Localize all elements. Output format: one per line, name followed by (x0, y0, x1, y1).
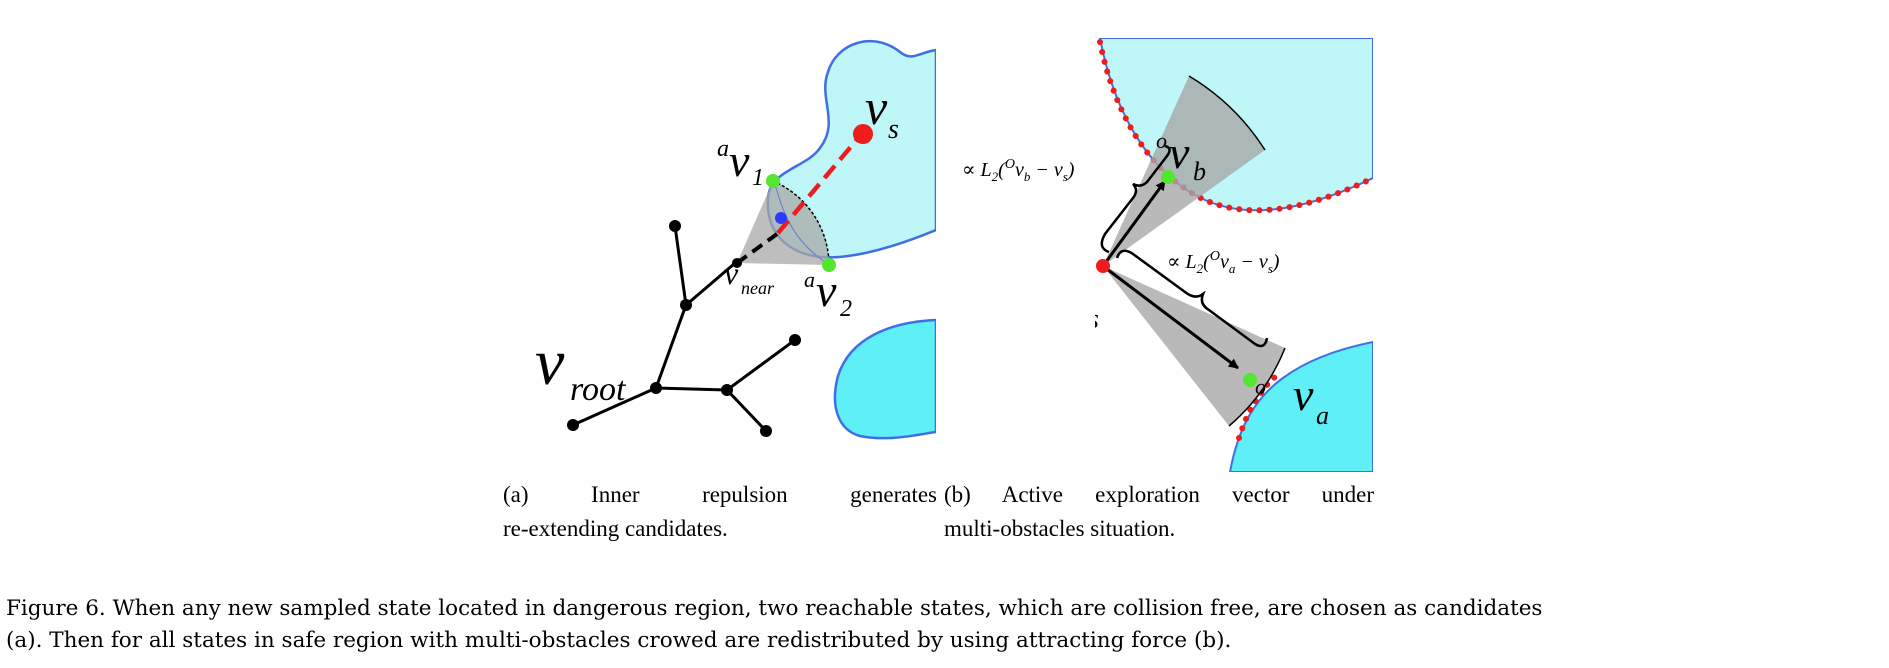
label-vb-pre: o (1156, 128, 1167, 153)
label-vb: v (1169, 127, 1190, 178)
subcaption-b-line1: (b) Active exploration vector under (944, 478, 1374, 512)
label-vnear: v (724, 255, 739, 291)
tree-node (760, 425, 772, 437)
tree-edge (656, 305, 686, 388)
lower-obstacle (835, 320, 936, 438)
sample-point-vs (1096, 259, 1110, 273)
subcaption-a-line1: (a) Inner repulsion generates (503, 478, 937, 512)
label-vs-b-sub: s (1095, 304, 1099, 335)
candidate-point-v1 (766, 174, 780, 188)
figure-caption-line1: Figure 6. When any new sampled state loc… (6, 593, 1886, 625)
distance-label-b: ∝ L2(Ovb − vs) (962, 157, 1075, 184)
subcaption-a-line2: re-extending candidates. (503, 512, 937, 546)
label-v1: v (729, 135, 750, 186)
tree-node (789, 334, 801, 346)
tree-node (721, 384, 733, 396)
label-vb-sub: b (1193, 157, 1206, 186)
label-va-pre: o (1255, 374, 1266, 399)
label-vroot: v (535, 326, 565, 399)
figure-panel-a: v s a v 1 a v 2 v near v root (520, 38, 936, 472)
label-vs: v (865, 79, 888, 135)
label-va: v (1293, 369, 1314, 420)
distance-label-a: ∝ L2(Ova − vs) (1167, 249, 1280, 276)
panel-a-diagram: v s a v 1 a v 2 v near v root (520, 38, 936, 472)
subcaption-b-line2: multi-obstacles situation. (944, 512, 1374, 546)
tree-node (680, 299, 692, 311)
label-vroot-sub: root (570, 371, 627, 408)
label-vs-sub: s (888, 114, 899, 145)
subcaption-a: (a) Inner repulsion generates re-extendi… (503, 478, 937, 546)
tree-edge (727, 390, 766, 431)
tree-edge (727, 340, 795, 390)
label-vnear-sub: near (741, 278, 775, 298)
label-v2-pre: a (804, 267, 815, 292)
label-va-sub: a (1316, 401, 1329, 430)
tree-node (567, 419, 579, 431)
tree-node (669, 220, 681, 232)
distance-label-b-wrapper: ∝ L2(Ovb − vs) (960, 148, 1130, 188)
label-v1-pre: a (717, 136, 729, 162)
tree-edge (656, 388, 727, 390)
tree-edge (675, 226, 686, 305)
label-v1-sub: 1 (752, 165, 764, 191)
label-v2-sub: 2 (840, 296, 852, 322)
subcaption-b: (b) Active exploration vector under mult… (944, 478, 1374, 546)
figure-panel-b: o v b o v a v s ∝ L2(Ova − vs) (1095, 38, 1373, 472)
panel-b-diagram: o v b o v a v s ∝ L2(Ova − vs) (1095, 38, 1373, 472)
tree-node-root (650, 382, 662, 394)
near-obstacle-point (775, 212, 787, 224)
label-v2: v (816, 265, 837, 316)
figure-caption-line2: (a). Then for all states in safe region … (6, 625, 1886, 657)
figure-caption: Figure 6. When any new sampled state loc… (6, 593, 1886, 657)
